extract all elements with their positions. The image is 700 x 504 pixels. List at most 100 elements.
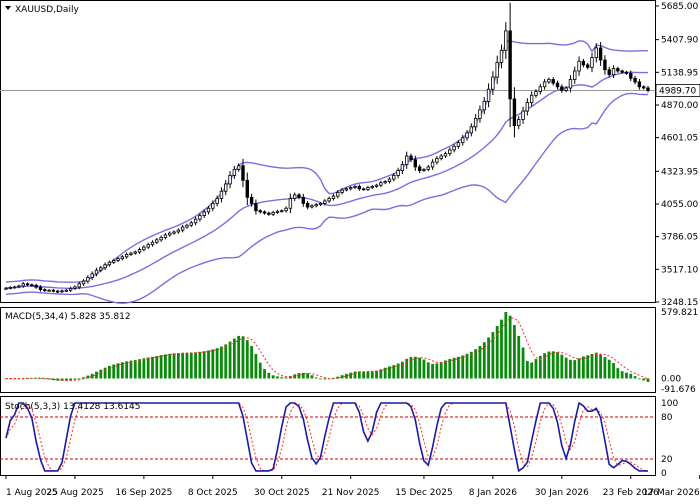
- candle-body: [224, 183, 228, 192]
- candle-body: [374, 184, 379, 187]
- candle-body: [443, 153, 448, 157]
- candle-body: [112, 260, 116, 263]
- macd-histogram-bar: [461, 355, 465, 379]
- bollinger-middle-band: [5, 71, 648, 289]
- triangle-down-icon[interactable]: [5, 6, 11, 10]
- macd-histogram-bar: [504, 311, 508, 379]
- macd-histogram-bar: [439, 361, 443, 379]
- candle-body: [392, 175, 396, 180]
- candle-body: [38, 286, 43, 291]
- candle-body: [504, 30, 508, 51]
- macd-histogram-bar: [340, 375, 344, 379]
- candle-body: [176, 229, 181, 233]
- candle-body: [318, 202, 323, 206]
- macd-layer: [4, 311, 650, 382]
- time-axis-label: 21 Nov 2025: [322, 488, 380, 498]
- candle-body: [86, 277, 90, 282]
- candle-body: [361, 188, 366, 191]
- time-axis-label: 30 Oct 2025: [254, 488, 310, 498]
- candle-body: [478, 109, 482, 119]
- candle-body: [486, 88, 491, 102]
- candle-body: [116, 258, 120, 261]
- candle-body: [142, 246, 146, 250]
- macd-histogram-bar: [198, 351, 202, 379]
- macd-histogram-bar: [258, 362, 262, 379]
- candle-body: [271, 212, 275, 215]
- candle-body: [370, 185, 374, 188]
- macd-histogram-bar: [34, 377, 38, 379]
- macd-histogram-bar: [82, 377, 85, 379]
- price-axis-label: 4601.05: [661, 134, 698, 144]
- macd-histogram-bar: [370, 371, 374, 379]
- macd-histogram-bar: [237, 335, 241, 379]
- candle-body: [215, 198, 219, 204]
- stoch-axis-label: 20: [661, 455, 673, 465]
- macd-histogram-bar: [168, 353, 172, 379]
- macd-histogram-bar: [530, 362, 534, 379]
- macd-histogram-bar: [375, 370, 378, 379]
- candle-body: [435, 158, 439, 163]
- bollinger-lower-band: [5, 92, 648, 304]
- candle-body: [189, 222, 193, 226]
- macd-histogram-bar: [176, 353, 180, 379]
- macd-histogram-bar: [90, 373, 94, 379]
- macd-histogram-bar: [508, 315, 512, 379]
- candle-body: [646, 87, 650, 91]
- macd-histogram-bar: [551, 351, 555, 379]
- macd-histogram-bar: [625, 372, 628, 379]
- macd-histogram-bar: [457, 356, 460, 379]
- macd-histogram-bar: [422, 359, 426, 379]
- macd-histogram-bar: [47, 378, 51, 380]
- candle-body: [94, 269, 99, 275]
- macd-histogram-bar: [215, 348, 219, 379]
- macd-histogram-bar: [103, 367, 107, 379]
- time-axis-label: 30 Jan 2026: [535, 488, 589, 498]
- candle-body: [422, 168, 426, 171]
- time-axis-label: 17 Mar 2026: [643, 488, 700, 498]
- candle-body: [340, 189, 344, 193]
- macd-histogram-bar: [181, 352, 185, 379]
- candle-body: [534, 91, 538, 96]
- candle-body: [297, 194, 301, 198]
- price-axis-label: 4055.00: [661, 200, 698, 210]
- candle-body: [193, 218, 198, 224]
- macd-histogram-bar: [228, 341, 232, 379]
- macd-histogram-bar: [357, 371, 361, 379]
- macd-histogram-bar: [362, 371, 366, 379]
- candle-body: [413, 159, 418, 168]
- price-axis-label: 4870.00: [661, 101, 698, 111]
- macd-histogram-bar: [120, 362, 124, 379]
- stoch-signal-line: [5, 402, 649, 472]
- macd-histogram-bar: [276, 376, 279, 379]
- macd-histogram-bar: [245, 340, 249, 379]
- candle-body: [107, 261, 112, 266]
- candle-body: [17, 285, 21, 288]
- candle-body: [163, 234, 168, 238]
- candle-body: [30, 284, 34, 287]
- macd-histogram-bar: [51, 378, 55, 381]
- macd-histogram-bar: [164, 354, 167, 379]
- price-panel-frame: [0, 0, 656, 303]
- macd-histogram-bar: [39, 378, 42, 379]
- candle-body: [607, 69, 611, 76]
- macd-histogram-bar: [271, 375, 275, 379]
- candle-body: [99, 267, 103, 271]
- candle-body: [34, 284, 38, 288]
- macd-histogram-bar: [465, 353, 469, 379]
- macd-histogram-bar: [517, 335, 521, 379]
- macd-histogram-bar: [220, 346, 223, 379]
- macd-histogram-bar: [577, 358, 581, 379]
- macd-histogram-bar: [224, 344, 228, 379]
- candle-body: [568, 79, 573, 89]
- candle-body: [159, 236, 163, 241]
- candle-body: [495, 62, 499, 78]
- stoch-axis-label: 0: [661, 469, 667, 479]
- candle-body: [491, 76, 495, 90]
- macd-histogram-bar: [172, 353, 176, 379]
- macd-histogram-bar: [426, 362, 430, 379]
- time-axis-label: 23 Feb 2026: [603, 488, 659, 498]
- macd-histogram-bar: [254, 354, 258, 379]
- candle-body: [129, 252, 133, 255]
- candle-body: [629, 73, 633, 79]
